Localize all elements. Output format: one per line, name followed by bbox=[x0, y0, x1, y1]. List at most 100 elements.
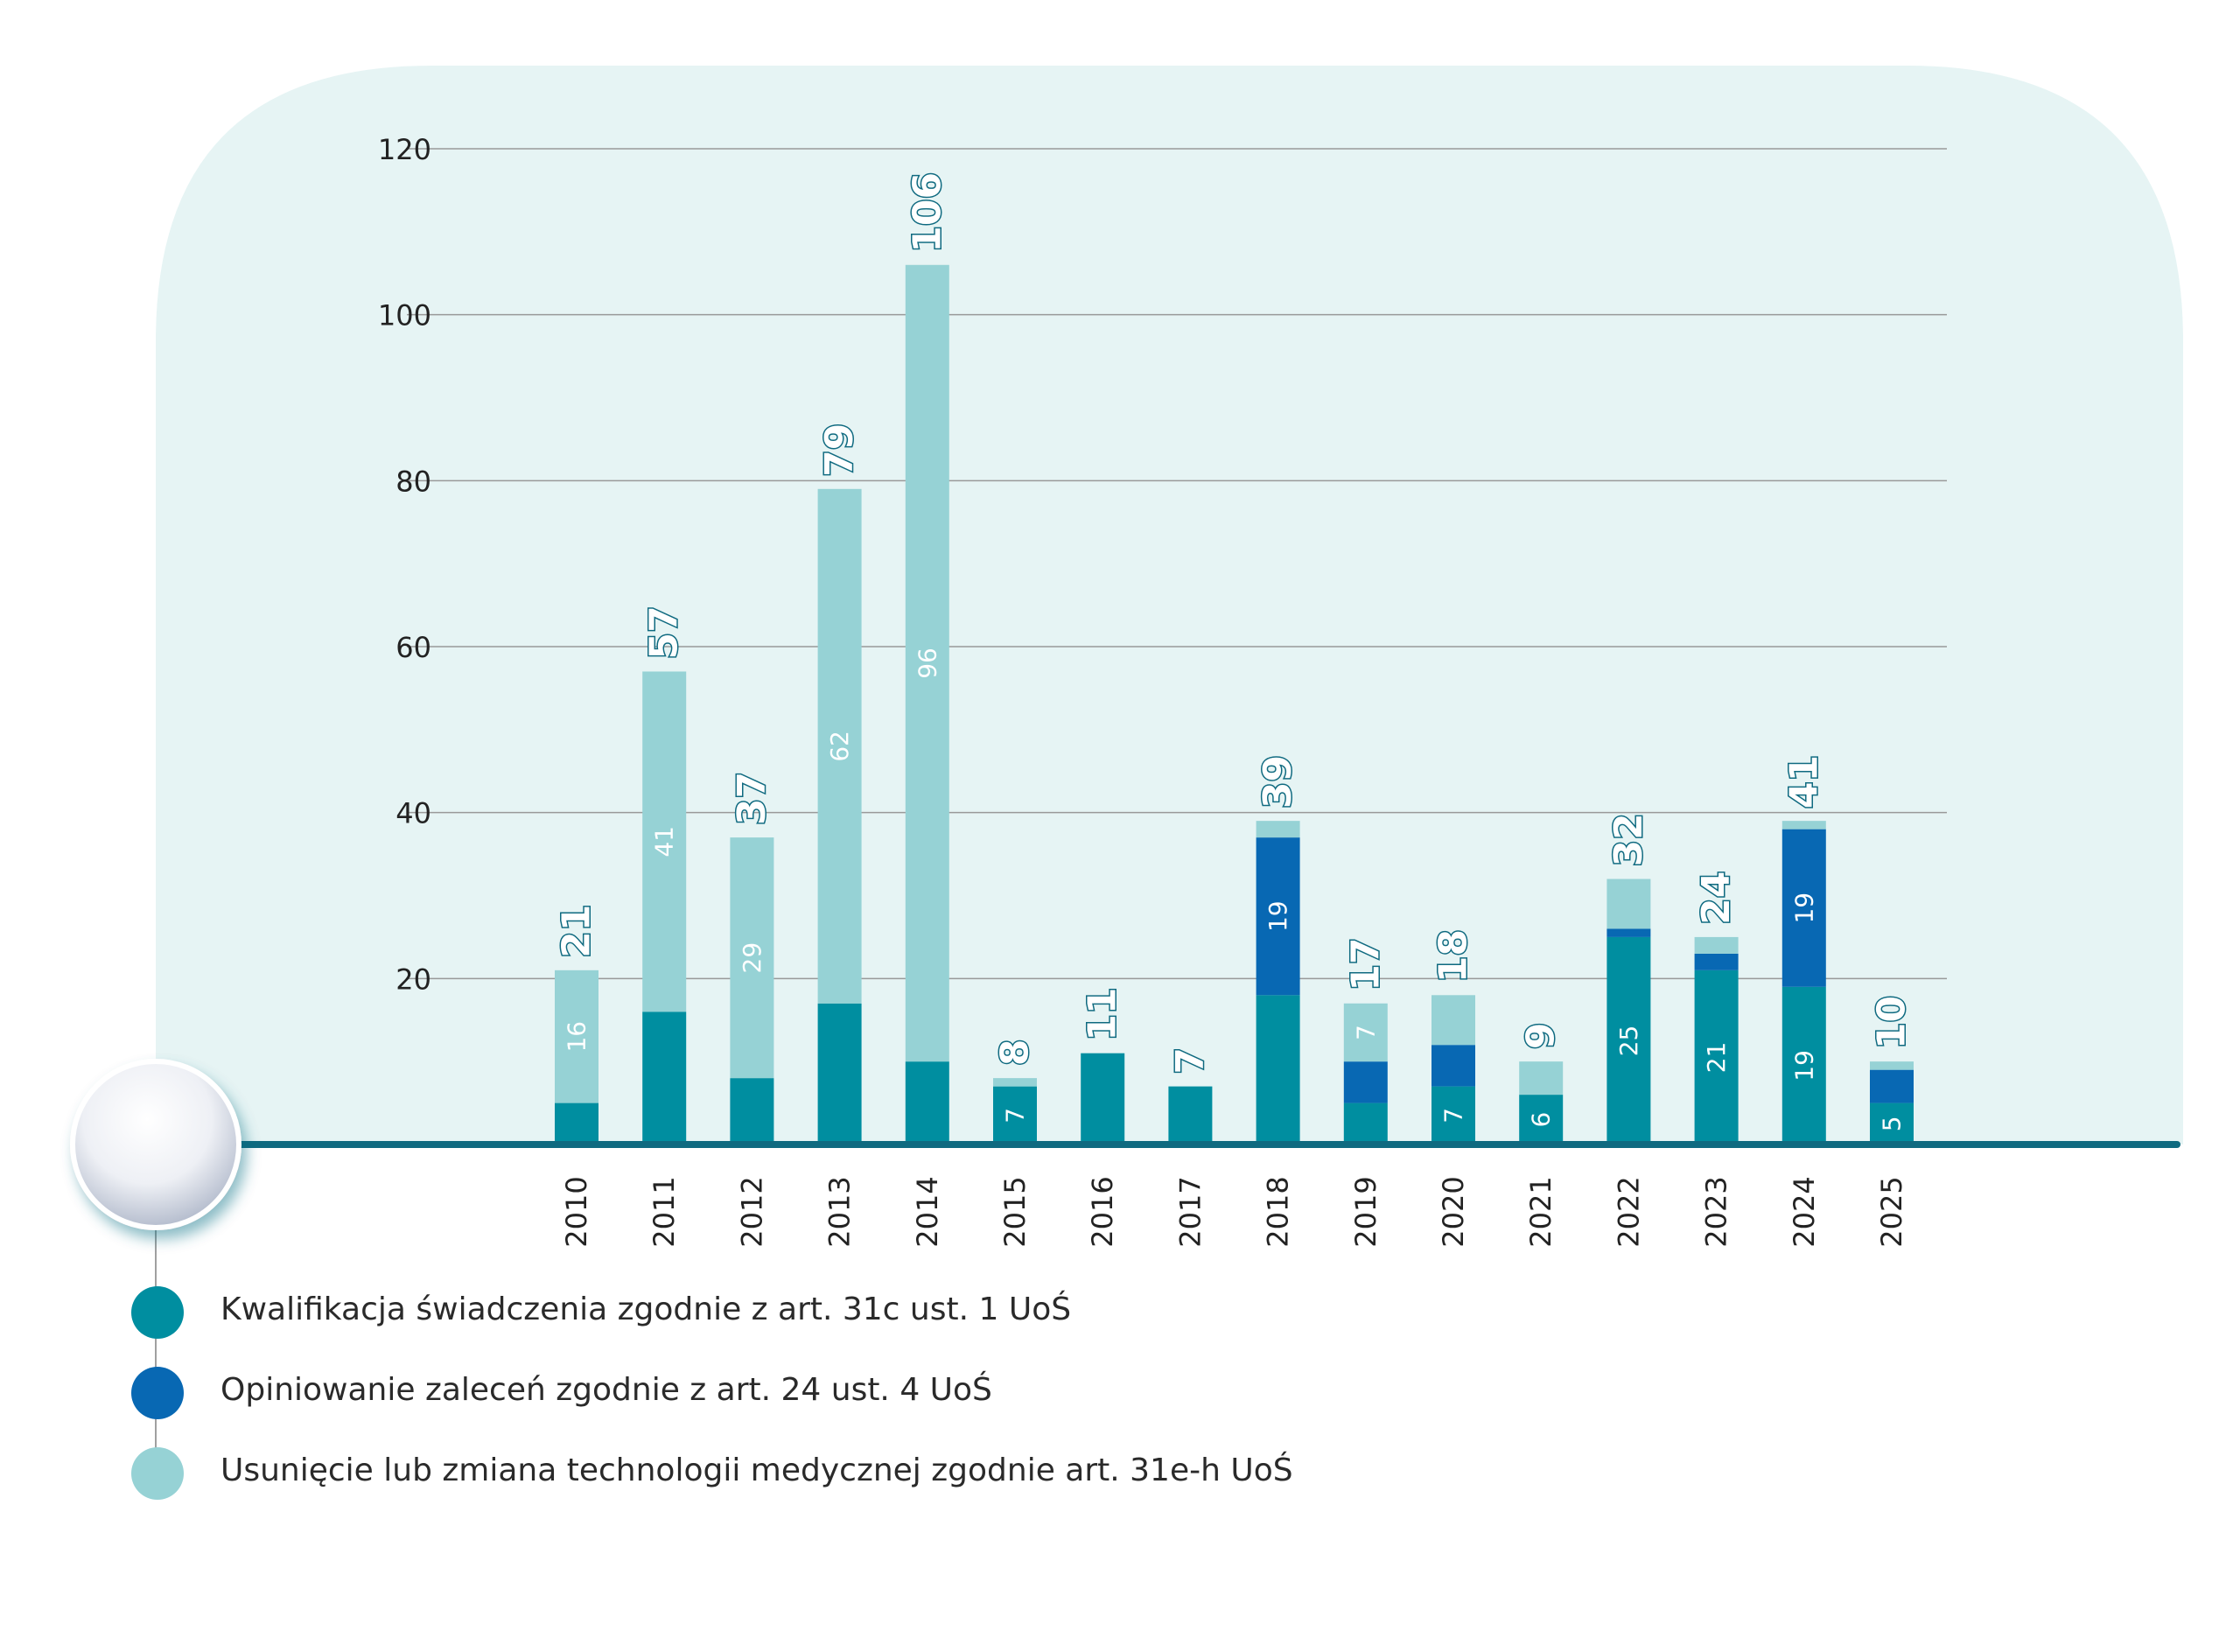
total-value-label: 11 bbox=[1081, 987, 1125, 1040]
y-tick-label: 80 bbox=[396, 465, 431, 498]
bar-segment bbox=[905, 1061, 949, 1144]
bars bbox=[555, 264, 1914, 1144]
bar-segment bbox=[555, 970, 598, 1103]
segment-value-label: 25 bbox=[1614, 1026, 1643, 1057]
bar-segment bbox=[555, 1102, 598, 1144]
total-value-label: 8 bbox=[993, 1040, 1038, 1067]
legend-label: Opiniowanie zaleceń zgodnie z art. 24 us… bbox=[220, 1372, 992, 1408]
axis-knob-icon bbox=[70, 1059, 242, 1230]
y-tick-label: 20 bbox=[396, 962, 431, 996]
segment-value-label: 16 bbox=[563, 1021, 592, 1053]
total-value-label: 7 bbox=[1168, 1047, 1213, 1074]
segment-value-label: 62 bbox=[825, 731, 854, 762]
x-tick-label: 2020 bbox=[1437, 1176, 1470, 1247]
segment-value-label: 5 bbox=[1878, 1116, 1907, 1131]
bar-segment bbox=[1343, 1061, 1388, 1103]
segment-value-label: 19 bbox=[1789, 1050, 1818, 1082]
total-value-label: 39 bbox=[1256, 755, 1300, 808]
y-tick-label: 120 bbox=[378, 133, 431, 166]
total-value-label: 79 bbox=[817, 424, 862, 477]
segment-value-label: 19 bbox=[1264, 900, 1292, 932]
x-tick-label: 2016 bbox=[1086, 1176, 1119, 1247]
bar-segment bbox=[1168, 1086, 1213, 1144]
total-labels: 21 57 37 79 106 8 11 7 39 17 18 9 32 24 41 10 bbox=[553, 171, 1915, 1075]
legend-swatch bbox=[131, 1286, 184, 1339]
x-tick-label: 2018 bbox=[1262, 1176, 1295, 1247]
legend-swatch bbox=[131, 1447, 184, 1500]
bar-segment bbox=[1782, 821, 1826, 830]
bar-segment bbox=[642, 671, 687, 1012]
bar-segment bbox=[1081, 1053, 1125, 1144]
segment-value-label: 41 bbox=[650, 826, 679, 858]
total-value-label: 32 bbox=[1606, 813, 1651, 866]
bar-segment bbox=[817, 488, 862, 1004]
segment-value-label: 19 bbox=[1789, 892, 1818, 924]
bar-segment bbox=[1606, 928, 1651, 937]
x-tick-label: 2025 bbox=[1875, 1176, 1908, 1247]
chart-background bbox=[156, 66, 2183, 1144]
y-tick-label: 60 bbox=[396, 631, 431, 664]
bar-segment bbox=[1256, 821, 1300, 838]
segment-labels: 16 41 29 62 96 7 19 7 7 6 25 21 19 19 5 bbox=[563, 648, 1907, 1131]
total-value-label: 17 bbox=[1343, 938, 1388, 991]
total-value-label: 10 bbox=[1870, 996, 1914, 1049]
bar-segment bbox=[1432, 995, 1475, 1046]
bar-segment bbox=[1694, 970, 1739, 1144]
bar-segment bbox=[642, 1012, 687, 1144]
bar-segment bbox=[817, 1003, 862, 1144]
bar-segment bbox=[1694, 953, 1739, 970]
total-value-label: 106 bbox=[905, 172, 949, 253]
legend-label: Usunięcie lub zmiana technologii medyczn… bbox=[220, 1452, 1293, 1488]
segment-value-label: 6 bbox=[1527, 1112, 1556, 1128]
bar-segment bbox=[1694, 936, 1739, 954]
x-tick-label: 2017 bbox=[1173, 1176, 1207, 1247]
x-tick-label: 2019 bbox=[1349, 1176, 1382, 1247]
total-value-label: 37 bbox=[730, 772, 774, 825]
x-tick-label: 2012 bbox=[735, 1176, 768, 1247]
bar-segment bbox=[993, 1086, 1037, 1144]
bar-segment bbox=[1606, 936, 1651, 1144]
y-tick-label: 100 bbox=[378, 299, 431, 332]
bar-segment bbox=[993, 1078, 1037, 1087]
x-axis-ticks: 2010 2011 2012 2013 2014 2015 2016 2017 2018 2019… bbox=[560, 1176, 1908, 1247]
x-tick-label: 2015 bbox=[998, 1176, 1032, 1247]
bar-segment bbox=[1870, 1061, 1914, 1070]
bar-segment bbox=[1256, 995, 1300, 1144]
x-tick-label: 2022 bbox=[1612, 1176, 1645, 1247]
total-value-label: 21 bbox=[555, 905, 599, 958]
bar-segment bbox=[730, 837, 774, 1079]
bar-segment bbox=[1432, 1045, 1475, 1087]
bar-segment bbox=[1606, 878, 1651, 929]
x-tick-label: 2023 bbox=[1700, 1176, 1733, 1247]
legend-label: Kwalifikacja świadczenia zgodnie z art. … bbox=[220, 1292, 1072, 1327]
total-value-label: 41 bbox=[1782, 755, 1826, 808]
x-tick-label: 2013 bbox=[823, 1176, 857, 1247]
segment-value-label: 7 bbox=[1351, 1025, 1380, 1040]
segment-value-label: 7 bbox=[1439, 1108, 1468, 1124]
segment-value-label: 96 bbox=[913, 648, 942, 679]
y-axis-ticks: 20 40 60 80 100 120 bbox=[378, 133, 431, 996]
bar-segment bbox=[1343, 1003, 1388, 1062]
bar-segment bbox=[905, 264, 949, 1062]
bar-segment bbox=[1870, 1069, 1914, 1103]
bar-segment bbox=[1256, 837, 1300, 996]
bar-segment bbox=[1870, 1102, 1914, 1144]
segment-value-label: 7 bbox=[1001, 1108, 1030, 1124]
total-value-label: 24 bbox=[1694, 872, 1739, 925]
segment-value-label: 21 bbox=[1702, 1042, 1731, 1074]
legend-swatch bbox=[131, 1367, 184, 1419]
bar-segment bbox=[1343, 1102, 1388, 1144]
y-tick-label: 40 bbox=[396, 797, 431, 830]
x-tick-label: 2014 bbox=[911, 1176, 944, 1247]
x-tick-label: 2011 bbox=[648, 1176, 681, 1247]
bar-segment bbox=[730, 1078, 774, 1144]
total-value-label: 18 bbox=[1432, 929, 1476, 983]
x-tick-label: 2024 bbox=[1788, 1176, 1821, 1247]
segment-value-label: 29 bbox=[738, 942, 766, 974]
bar-segment bbox=[1782, 986, 1826, 1144]
gridlines bbox=[407, 148, 1947, 980]
bar-segment bbox=[1782, 829, 1826, 987]
bar-segment bbox=[1519, 1061, 1564, 1096]
total-value-label: 57 bbox=[642, 606, 687, 659]
